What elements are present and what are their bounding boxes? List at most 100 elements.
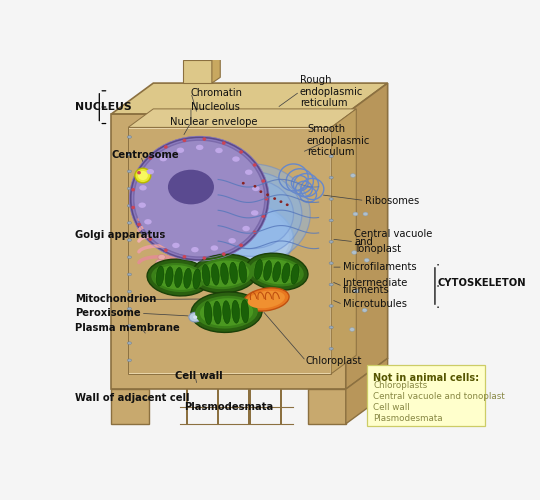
Ellipse shape xyxy=(239,150,243,154)
Ellipse shape xyxy=(151,263,206,292)
Ellipse shape xyxy=(282,263,290,283)
Ellipse shape xyxy=(191,292,262,333)
Ellipse shape xyxy=(273,262,281,282)
Ellipse shape xyxy=(165,266,173,287)
Ellipse shape xyxy=(220,263,228,284)
Polygon shape xyxy=(346,358,388,424)
Ellipse shape xyxy=(144,219,152,224)
Ellipse shape xyxy=(329,348,333,350)
Polygon shape xyxy=(111,389,149,424)
Ellipse shape xyxy=(213,301,221,324)
Ellipse shape xyxy=(172,200,294,278)
Text: Plasma membrane: Plasma membrane xyxy=(75,322,180,332)
Ellipse shape xyxy=(138,171,148,180)
FancyArrow shape xyxy=(186,406,188,424)
Ellipse shape xyxy=(215,148,222,153)
Ellipse shape xyxy=(210,180,294,248)
Ellipse shape xyxy=(146,169,154,174)
Text: Cell wall: Cell wall xyxy=(373,403,410,412)
Ellipse shape xyxy=(183,255,186,258)
Ellipse shape xyxy=(211,264,219,285)
Ellipse shape xyxy=(202,138,206,141)
Ellipse shape xyxy=(246,253,308,290)
Ellipse shape xyxy=(191,247,199,252)
Ellipse shape xyxy=(127,222,132,224)
Ellipse shape xyxy=(193,164,310,264)
Ellipse shape xyxy=(354,289,359,293)
Ellipse shape xyxy=(147,259,210,296)
FancyArrow shape xyxy=(186,389,188,406)
Ellipse shape xyxy=(201,172,302,256)
Ellipse shape xyxy=(134,141,264,256)
Text: Nucleolus: Nucleolus xyxy=(191,102,240,112)
Ellipse shape xyxy=(211,246,218,250)
Text: Wall of adjacent cell: Wall of adjacent cell xyxy=(75,393,190,403)
Ellipse shape xyxy=(191,254,258,293)
Ellipse shape xyxy=(291,264,299,284)
Ellipse shape xyxy=(138,202,146,208)
Ellipse shape xyxy=(280,200,282,203)
Ellipse shape xyxy=(329,176,333,179)
Text: Centrosome: Centrosome xyxy=(111,150,179,160)
Polygon shape xyxy=(331,109,356,374)
Text: Not in animal cells:: Not in animal cells: xyxy=(373,373,479,383)
Ellipse shape xyxy=(139,185,147,190)
Ellipse shape xyxy=(158,254,165,260)
Text: Plasmodesmata: Plasmodesmata xyxy=(184,402,273,412)
Ellipse shape xyxy=(127,238,132,242)
Text: Plasmodesmata: Plasmodesmata xyxy=(373,414,443,423)
Ellipse shape xyxy=(363,212,368,216)
Ellipse shape xyxy=(254,260,262,280)
Ellipse shape xyxy=(264,260,272,280)
Ellipse shape xyxy=(222,252,226,256)
Ellipse shape xyxy=(254,259,300,284)
Ellipse shape xyxy=(329,326,333,328)
Text: Central vacuole: Central vacuole xyxy=(354,229,433,239)
Text: Mitochondrion: Mitochondrion xyxy=(75,294,157,304)
Ellipse shape xyxy=(265,197,268,200)
Ellipse shape xyxy=(362,308,367,312)
Ellipse shape xyxy=(349,328,355,332)
Ellipse shape xyxy=(193,269,201,289)
Text: Rough
endoplasmic
reticulum: Rough endoplasmic reticulum xyxy=(300,75,363,108)
Ellipse shape xyxy=(222,300,231,324)
FancyArrow shape xyxy=(217,406,219,424)
Ellipse shape xyxy=(253,185,256,188)
FancyArrow shape xyxy=(280,389,282,406)
Ellipse shape xyxy=(196,144,204,150)
FancyArrow shape xyxy=(248,406,251,424)
Ellipse shape xyxy=(329,304,333,308)
Ellipse shape xyxy=(241,300,249,322)
Ellipse shape xyxy=(127,136,132,138)
Ellipse shape xyxy=(195,258,254,289)
Text: NUCLEUS: NUCLEUS xyxy=(75,102,132,112)
Ellipse shape xyxy=(249,257,304,286)
Ellipse shape xyxy=(176,204,289,274)
Ellipse shape xyxy=(329,262,333,264)
Ellipse shape xyxy=(245,170,253,175)
Ellipse shape xyxy=(156,233,164,238)
Text: Smooth
endoplasmic
reticulum: Smooth endoplasmic reticulum xyxy=(307,124,370,158)
Ellipse shape xyxy=(252,186,260,191)
Text: Microfilaments: Microfilaments xyxy=(343,262,416,272)
Ellipse shape xyxy=(329,283,333,286)
Ellipse shape xyxy=(329,240,333,243)
Ellipse shape xyxy=(127,342,132,344)
Ellipse shape xyxy=(127,324,132,328)
Ellipse shape xyxy=(127,170,132,172)
Ellipse shape xyxy=(259,190,262,193)
Ellipse shape xyxy=(286,204,289,206)
Text: CYTOSKELETON: CYTOSKELETON xyxy=(438,278,526,287)
Text: Nuclear envelope: Nuclear envelope xyxy=(170,118,258,128)
Ellipse shape xyxy=(222,142,226,145)
Polygon shape xyxy=(212,54,220,83)
Ellipse shape xyxy=(127,256,132,258)
Text: Intermediate: Intermediate xyxy=(343,278,407,287)
Ellipse shape xyxy=(228,238,236,244)
Text: and: and xyxy=(354,236,373,246)
Text: Ribosomes: Ribosomes xyxy=(364,196,419,205)
FancyBboxPatch shape xyxy=(367,365,485,426)
Ellipse shape xyxy=(329,219,333,222)
Ellipse shape xyxy=(195,296,258,328)
Polygon shape xyxy=(308,389,346,424)
